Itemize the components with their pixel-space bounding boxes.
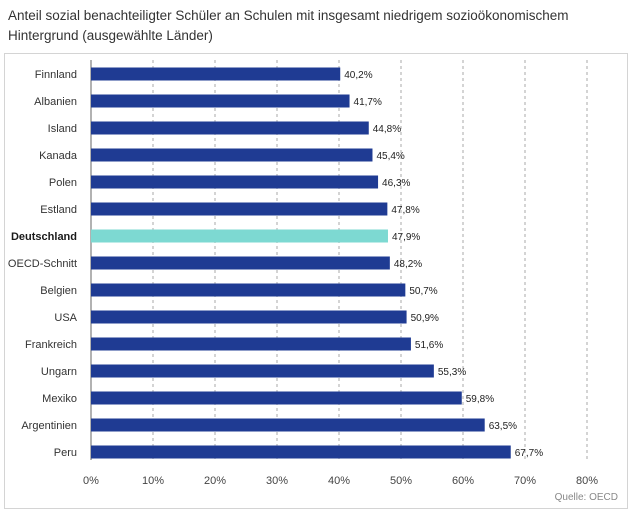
value-label: 48,2%	[394, 259, 422, 270]
value-label: 41,7%	[354, 97, 382, 108]
chart-frame	[4, 53, 628, 509]
category-label: Belgien	[40, 285, 77, 297]
value-label: 47,8%	[391, 205, 419, 216]
value-label: 51,6%	[415, 340, 443, 351]
x-tick-label: 50%	[390, 475, 412, 487]
value-label: 59,8%	[466, 394, 494, 405]
x-tick-label: 30%	[266, 475, 288, 487]
bar	[91, 148, 373, 162]
category-label: Deutschland	[11, 231, 77, 243]
value-label: 50,9%	[411, 313, 439, 324]
bar	[91, 310, 407, 324]
x-tick-label: 20%	[204, 475, 226, 487]
value-label: 40,2%	[344, 70, 372, 81]
category-label: Argentinien	[21, 420, 77, 432]
source-note: Quelle: OECD	[554, 492, 618, 503]
value-label: 47,9%	[392, 232, 420, 243]
x-tick-label: 80%	[576, 475, 598, 487]
value-label: 55,3%	[438, 367, 466, 378]
category-label: Polen	[49, 177, 77, 189]
bar	[91, 94, 350, 108]
bar	[91, 283, 406, 297]
category-label: Estland	[40, 204, 77, 216]
category-label: Finnland	[35, 69, 77, 81]
category-label: USA	[54, 312, 77, 324]
value-label: 45,4%	[376, 151, 404, 162]
x-tick-label: 70%	[514, 475, 536, 487]
category-label: Kanada	[39, 150, 78, 162]
value-label: 63,5%	[489, 421, 517, 432]
bar	[91, 67, 341, 81]
bar	[91, 256, 390, 270]
value-label: 44,8%	[373, 124, 401, 135]
category-label: Frankreich	[25, 339, 77, 351]
bar	[91, 391, 462, 405]
bar	[91, 364, 434, 378]
bar	[91, 418, 485, 432]
category-label: Peru	[54, 447, 77, 459]
x-tick-label: 60%	[452, 475, 474, 487]
x-tick-label: 0%	[83, 475, 99, 487]
bar	[91, 202, 388, 216]
bar	[91, 337, 411, 351]
category-label: Albanien	[34, 96, 77, 108]
category-label: Mexiko	[42, 393, 77, 405]
bar	[91, 229, 388, 243]
bar	[91, 121, 369, 135]
value-label: 67,7%	[515, 448, 543, 459]
x-tick-label: 40%	[328, 475, 350, 487]
category-label: Island	[48, 123, 77, 135]
chart-title: Anteil sozial benachteiligter Schüler an…	[8, 8, 569, 43]
value-label: 46,3%	[382, 178, 410, 189]
category-label: OECD-Schnitt	[8, 258, 77, 270]
category-label: Ungarn	[41, 366, 77, 378]
bar	[91, 445, 511, 459]
bar	[91, 175, 379, 189]
value-label: 50,7%	[409, 286, 437, 297]
x-tick-label: 10%	[142, 475, 164, 487]
